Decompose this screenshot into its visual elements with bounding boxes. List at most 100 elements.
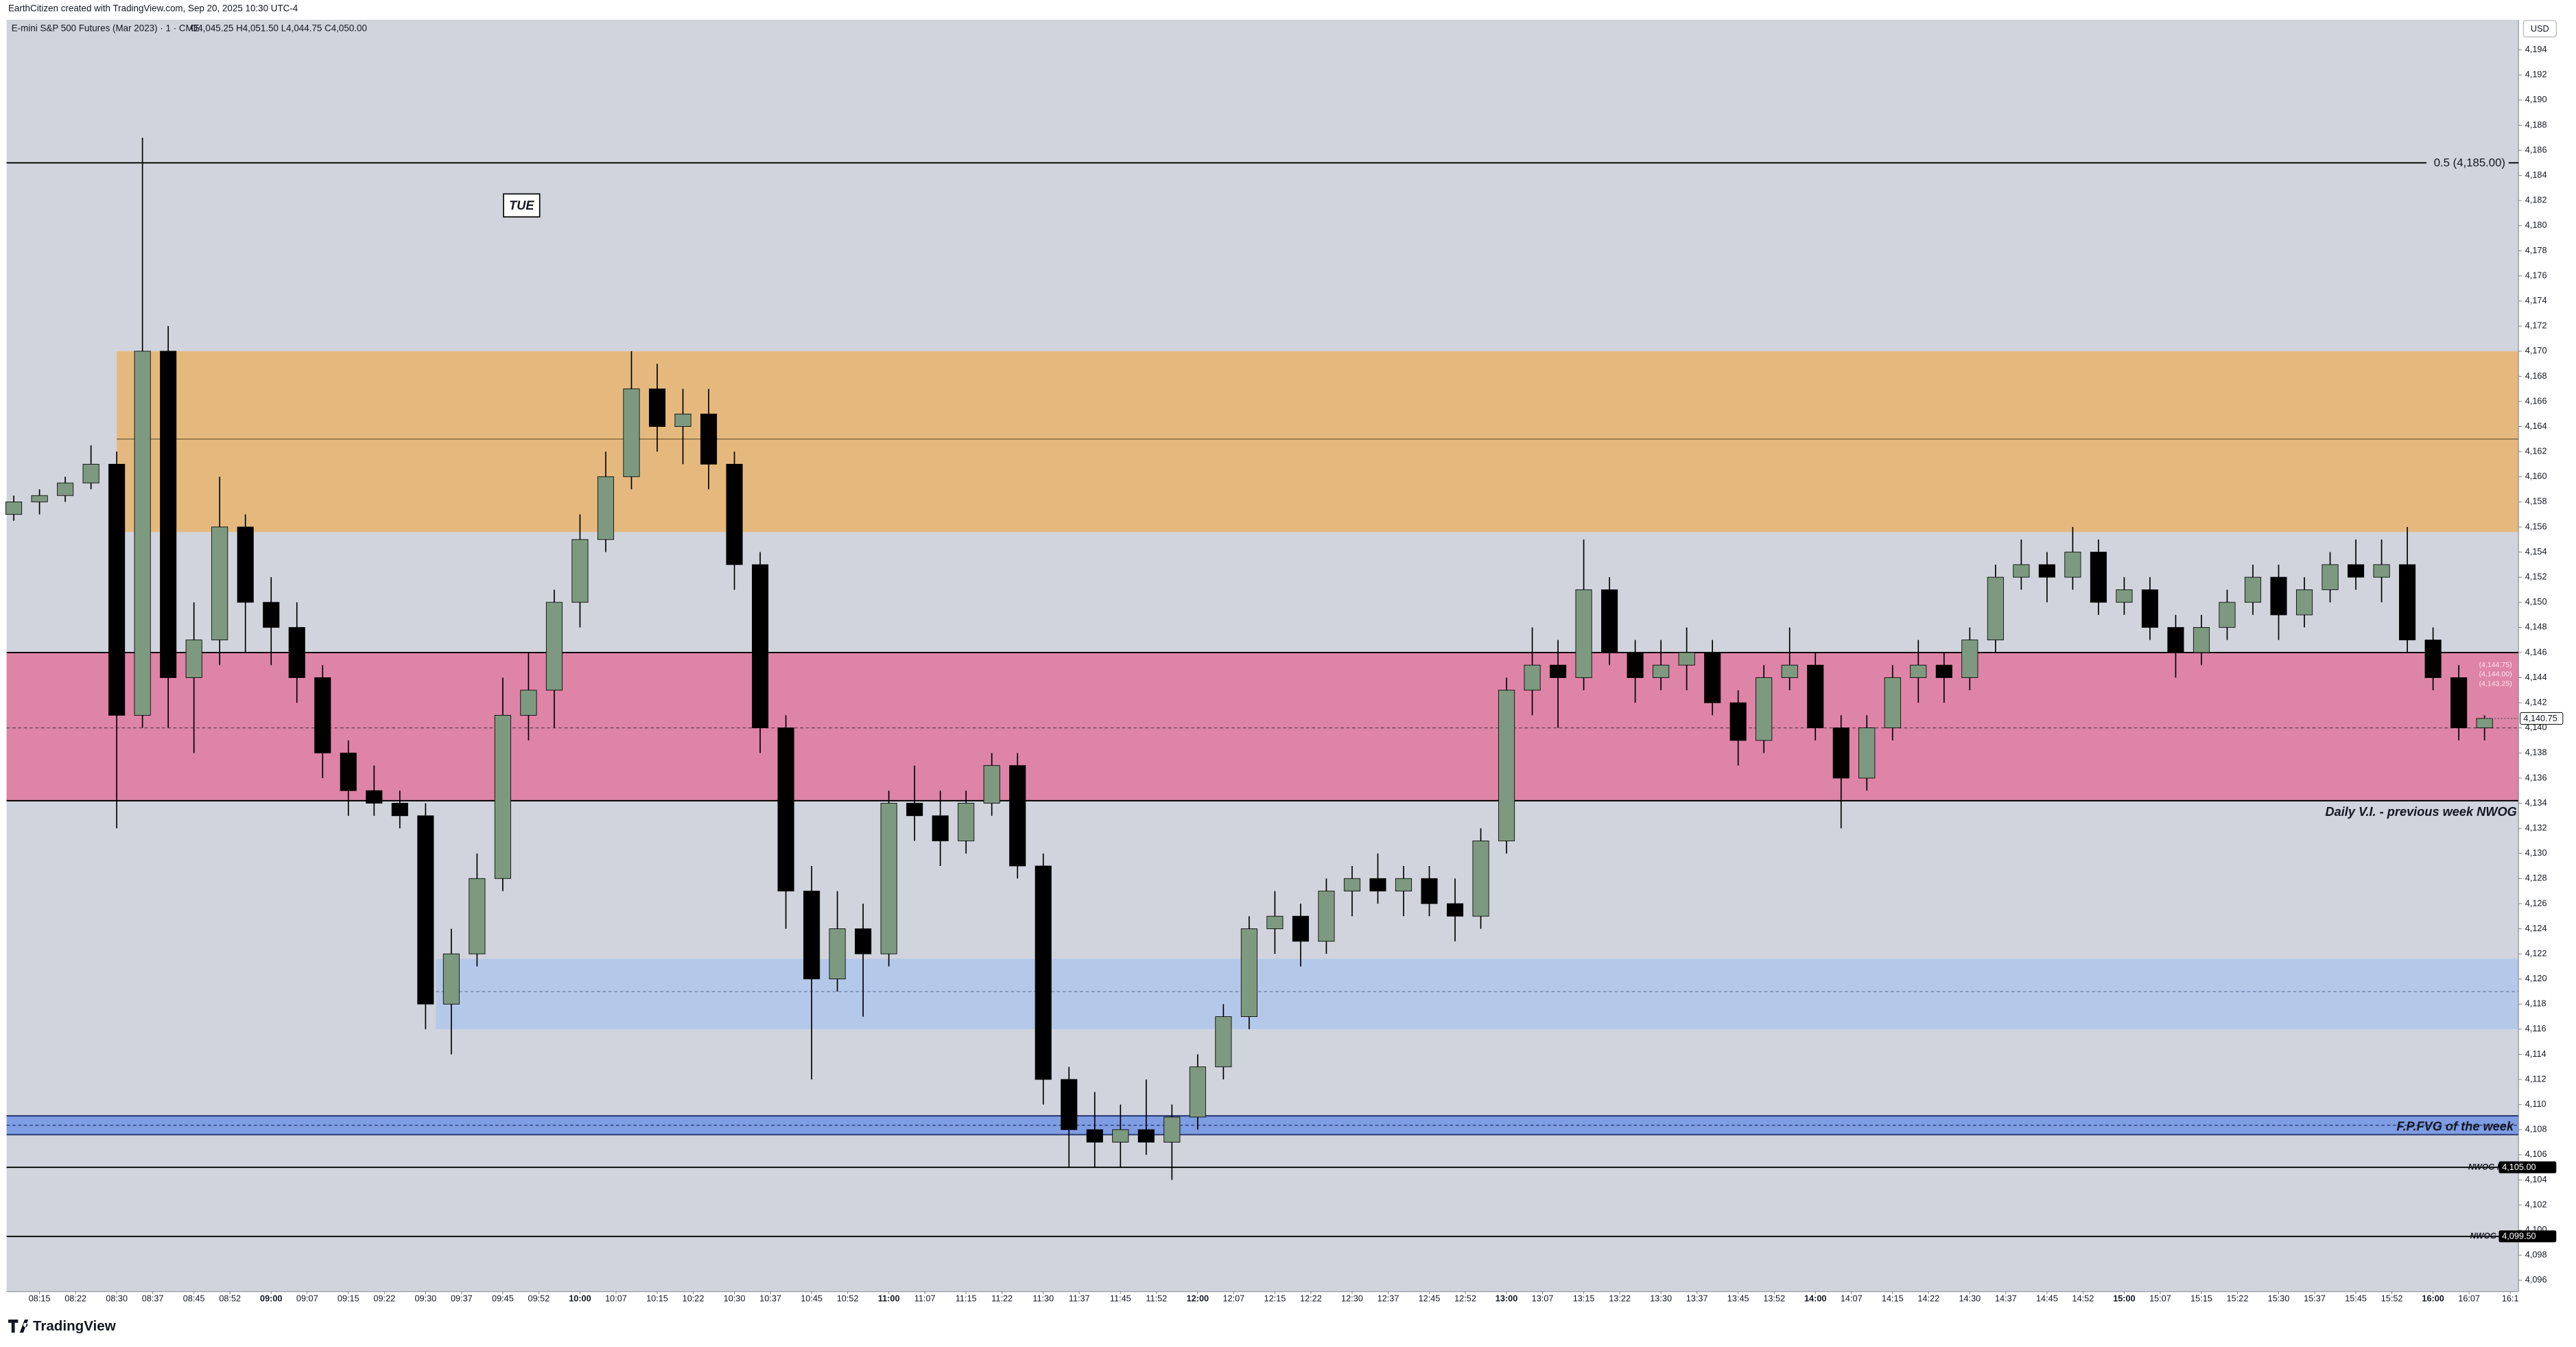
brand: TradingView — [33, 1318, 117, 1334]
candle-body — [829, 928, 846, 980]
candle-body — [2476, 718, 2493, 729]
x-tick-label: 09:30 — [414, 1293, 436, 1303]
x-tick-label: 15:15 — [2190, 1293, 2212, 1303]
candle-body — [983, 765, 1000, 804]
candle-body — [1498, 690, 1515, 841]
x-tick-label: 10:30 — [724, 1293, 746, 1303]
y-tick-label: 4,188 — [2525, 120, 2547, 130]
candle-body — [880, 803, 897, 954]
candle-body — [1575, 589, 1592, 678]
candle-body — [2116, 589, 2133, 603]
candle-body — [442, 953, 460, 1005]
x-tick-label: 11:45 — [1110, 1293, 1131, 1303]
x-tick-label: 15:30 — [2268, 1293, 2290, 1303]
y-tick-label: 4,176 — [2525, 270, 2547, 280]
level-label: 0.5 (4,185.00) — [2434, 156, 2505, 169]
candle-body — [1524, 664, 1541, 691]
x-tick-label: 12:15 — [1264, 1293, 1286, 1303]
brand-logo: TradingView — [8, 1318, 117, 1334]
candle-body — [2373, 564, 2390, 578]
candle-body — [2193, 626, 2210, 653]
candle-body — [777, 727, 794, 892]
candle-body — [1395, 878, 1413, 892]
y-tick-label: 4,154 — [2525, 547, 2547, 557]
candle-body — [1343, 878, 1360, 892]
candle-body — [2399, 564, 2416, 641]
level-label-bg — [2426, 156, 2509, 169]
y-tick-label: 4,136 — [2525, 773, 2547, 782]
x-tick-label: 16:00 — [2422, 1293, 2444, 1303]
candle-body — [1086, 1129, 1103, 1143]
candle-body — [2321, 564, 2339, 590]
y-tick-label: 4,194 — [2525, 45, 2547, 54]
x-tick-label: 10:15 — [646, 1293, 668, 1303]
x-tick-label: 09:22 — [373, 1293, 395, 1303]
candle-body — [160, 351, 177, 678]
x-tick-label: 13:07 — [1532, 1293, 1554, 1303]
y-tick-label: 4,096 — [2525, 1275, 2547, 1285]
y-tick-label: 4,156 — [2525, 522, 2547, 531]
y-tick-label: 4,138 — [2525, 748, 2547, 758]
y-tick-label: 4,172 — [2525, 321, 2547, 331]
zone — [117, 351, 2519, 532]
y-tick-label: 4,130 — [2525, 848, 2547, 858]
y-tick-label: 4,184 — [2525, 170, 2547, 180]
candle-body — [5, 501, 23, 515]
candle-body — [1292, 915, 1309, 942]
x-tick-label: 08:15 — [29, 1293, 51, 1303]
candle-body — [1369, 878, 1386, 892]
candle-body — [726, 464, 743, 565]
y-tick-label: 4,124 — [2525, 924, 2547, 933]
candle-body — [1061, 1079, 1078, 1130]
candle-body — [1137, 1129, 1155, 1143]
y-tick-label: 4,132 — [2525, 823, 2547, 832]
y-tick-label: 4,110 — [2525, 1099, 2547, 1109]
x-tick-label: 13:37 — [1686, 1293, 1708, 1303]
candle-body — [545, 602, 563, 691]
last-price-tag — [2520, 712, 2564, 725]
candle-body — [340, 752, 357, 791]
candle-body — [2219, 602, 2236, 628]
currency: USD — [2531, 24, 2549, 34]
candle-body — [134, 351, 151, 716]
x-tick-label: 08:52 — [219, 1293, 241, 1303]
annotation: TUE — [509, 198, 534, 212]
price-tag — [2498, 1161, 2557, 1173]
x-tick-label: 14:45 — [2036, 1293, 2058, 1303]
x-tick-label: 13:52 — [1763, 1293, 1785, 1303]
x-tick-label: 12:00 — [1187, 1293, 1209, 1303]
candle-body — [263, 602, 280, 628]
y-tick-label: 4,112 — [2525, 1074, 2547, 1084]
y-tick-label: 4,108 — [2525, 1125, 2547, 1134]
x-tick-label: 11:15 — [956, 1293, 977, 1303]
candle-body — [1189, 1066, 1206, 1118]
y-tick-label: 4,182 — [2525, 196, 2547, 205]
candle-body — [1446, 903, 1464, 917]
x-tick-label: 14:37 — [1995, 1293, 2017, 1303]
x-tick-label: 09:00 — [260, 1293, 282, 1303]
candle-body — [2450, 677, 2468, 729]
credit: EarthCitizen created with TradingView.co… — [8, 3, 298, 14]
candle-body — [1910, 664, 1927, 678]
x-tick-label: 08:30 — [106, 1293, 128, 1303]
candle-body — [1318, 891, 1335, 942]
y-tick-label: 4,120 — [2525, 974, 2547, 983]
x-tick-label: 12:22 — [1300, 1293, 1322, 1303]
x-tick-label: 13:15 — [1573, 1293, 1595, 1303]
candle-body — [2013, 564, 2030, 578]
x-tick-label: 15:37 — [2304, 1293, 2326, 1303]
x-tick-label: 14:52 — [2072, 1293, 2094, 1303]
x-tick-label: 09:52 — [528, 1293, 550, 1303]
currency-box[interactable] — [2522, 20, 2557, 38]
candle-body — [700, 413, 718, 465]
candle-body — [1935, 664, 1952, 678]
candle-body — [1884, 677, 1901, 729]
candle-body — [1756, 677, 1773, 741]
y-tick-label: 4,122 — [2525, 948, 2547, 958]
zones — [6, 351, 2519, 1136]
zone — [436, 959, 2519, 1029]
candle-body — [288, 626, 305, 678]
y-tick-label: 4,116 — [2525, 1024, 2547, 1033]
y-tick-label: 4,134 — [2525, 798, 2547, 808]
x-tick-label: 15:52 — [2381, 1293, 2403, 1303]
